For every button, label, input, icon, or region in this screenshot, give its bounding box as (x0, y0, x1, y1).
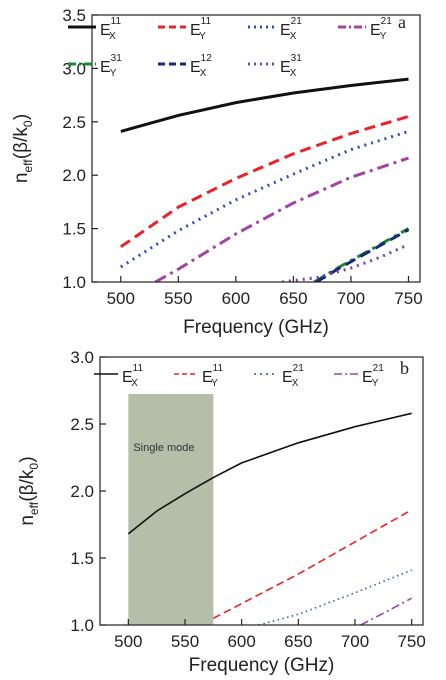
legend-entry-y31: E31 Y (100, 53, 122, 79)
x-tick-label: 700 (337, 289, 365, 308)
legend-entry-y21: E21 Y (362, 363, 384, 389)
y-tick-label: 2.5 (62, 113, 86, 132)
x-tick-label: 600 (222, 289, 250, 308)
series-line-x11 (120, 77, 409, 133)
chart-panel-b: Single mode 500 550 600 650 700 750 1.0 1.5 2.0 2.… (17, 348, 426, 676)
y-tick-label: 1.0 (70, 616, 94, 635)
y-tick-label: 1.5 (70, 549, 94, 568)
x-tick-label: 650 (279, 289, 307, 308)
chart-panel-a: 500 550 600 650 700 750 1.0 1.5 2.0 2.5 3.0 3.5 Freq… (11, 6, 423, 338)
y-axis-title: neff (β/k0 ) (11, 114, 35, 183)
legend: E11 X E11 Y E21 X E21 Y (94, 363, 384, 389)
series-line-y11 (212, 509, 413, 620)
legend-entry-x21: E21 X (280, 16, 302, 42)
legend-entry-x12: E12 X (190, 53, 212, 79)
legend-entry-x31: E31 X (280, 53, 302, 79)
axis-frame (91, 14, 421, 283)
x-tick-label: 550 (164, 289, 192, 308)
x-axis-title: Frequency (GHz) (189, 655, 335, 676)
single-mode-region (128, 394, 214, 625)
legend-entry-x21: E21 X (282, 363, 304, 389)
series-line-x11 (127, 412, 412, 535)
series-line-x21 (258, 569, 412, 625)
y-axis-title: neff (β/k0 ) (17, 456, 41, 525)
single-mode-label: Single mode (133, 442, 194, 454)
y-tick-label: 3.0 (70, 348, 94, 367)
series-line-y11 (119, 115, 409, 249)
x-tick-label: 700 (341, 632, 369, 651)
y-tick-label: 3.5 (62, 6, 86, 25)
series-line-x31 (281, 243, 410, 282)
series-line-x21 (119, 129, 409, 269)
y-tick-label: 3.0 (62, 59, 86, 78)
y-tick-label: 2.0 (70, 482, 94, 501)
x-tick-label: 500 (114, 632, 142, 651)
x-tick-label: 550 (171, 632, 199, 651)
x-axis-title: Frequency (GHz) (183, 317, 329, 338)
series-line-y21 (360, 597, 413, 625)
legend-entry-y21: E21 Y (370, 16, 392, 42)
y-tick-label: 1.5 (62, 220, 86, 239)
y-tick-label: 2.0 (62, 166, 86, 185)
x-tick-label: 750 (397, 632, 425, 651)
x-tick-label: 750 (394, 289, 422, 308)
legend: E11 X E11 Y E21 X E21 Y E31 Y E12 X E31 X (68, 16, 392, 79)
x-tick-label: 600 (227, 632, 255, 651)
legend-entry-y11: E11 Y (190, 16, 211, 42)
x-tick-label: 500 (107, 289, 135, 308)
y-tick-label: 2.5 (70, 415, 94, 434)
panel-letter: b (400, 358, 409, 378)
panel-letter: a (398, 12, 406, 32)
x-tick-label: 650 (284, 632, 312, 651)
series-line-y21 (154, 156, 409, 282)
legend-entry-x11: E11 X (122, 363, 143, 389)
legend-entry-x11: E11 X (100, 16, 121, 42)
legend-entry-y11: E11 Y (202, 363, 223, 389)
y-tick-label: 1.0 (62, 273, 86, 292)
